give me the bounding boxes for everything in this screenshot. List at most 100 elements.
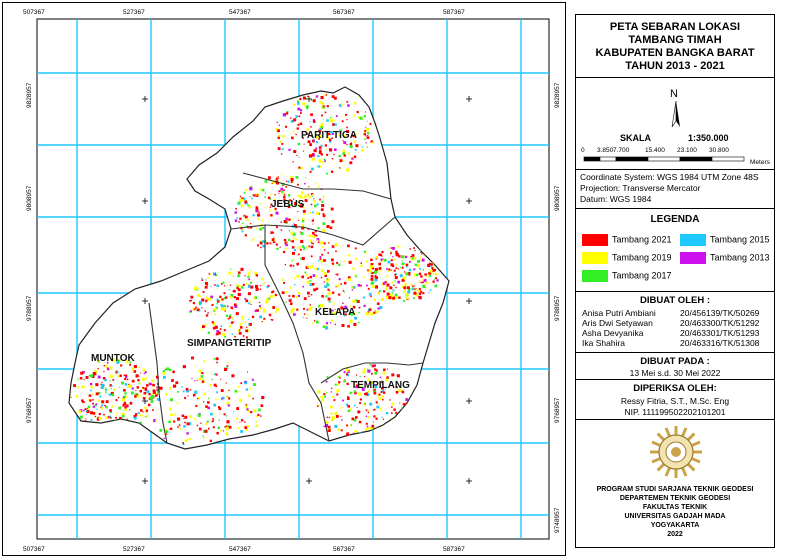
mine-pixel (408, 260, 411, 263)
mine-pixel (346, 382, 349, 385)
mine-pixel (170, 413, 173, 416)
mine-pixel (285, 217, 288, 221)
mine-pixel (121, 381, 124, 385)
checked-by-title: DIPERIKSA OLEH: (633, 383, 717, 394)
mine-pixel (83, 409, 85, 412)
mine-pixel (197, 302, 199, 304)
mine-pixel (353, 390, 356, 393)
mine-pixel (385, 286, 388, 289)
map-canvas[interactable]: PARIT TIGA JEBUS KELAPA SIMPANGTERITIP M… (3, 3, 567, 557)
mine-pixel (312, 211, 314, 214)
tick-label: 527367 (123, 546, 145, 553)
mine-pixel (244, 234, 247, 237)
mine-pixel (300, 239, 304, 243)
mine-pixel (81, 399, 84, 402)
mine-pixel (420, 251, 422, 253)
mine-pixel (157, 393, 158, 395)
mine-pixel (346, 424, 348, 427)
mine-pixel (327, 132, 331, 136)
mine-pixel (208, 397, 210, 400)
mine-pixel (297, 253, 300, 256)
mine-pixel (292, 218, 294, 220)
mine-pixel (213, 383, 217, 387)
mine-pixel (333, 96, 337, 100)
tick-label: 507367 (23, 546, 45, 553)
mine-pixel (297, 102, 300, 105)
mine-pixel (342, 152, 346, 155)
mine-pixel (262, 240, 265, 243)
mine-pixel (183, 418, 185, 420)
mine-pixel (416, 273, 419, 276)
mine-pixel (365, 142, 367, 144)
mine-pixel (256, 309, 259, 312)
mine-pixel (413, 268, 416, 271)
mine-pixel (234, 211, 237, 214)
mine-pixel (310, 126, 312, 128)
map-frame[interactable]: PARIT TIGA JEBUS KELAPA SIMPANGTERITIP M… (2, 2, 566, 556)
mine-pixel (346, 403, 349, 406)
mine-pixel (420, 275, 423, 278)
mine-pixel (390, 417, 392, 419)
mine-pixel (282, 113, 286, 117)
mine-pixel (95, 403, 98, 406)
mine-pixel (397, 268, 399, 270)
mine-pixel (231, 333, 234, 336)
mine-pixel (310, 99, 313, 101)
mine-pixel (105, 400, 109, 403)
mine-pixel (323, 272, 327, 275)
mine-pixel (257, 217, 260, 220)
mine-pixel (343, 291, 345, 293)
mine-pixel (174, 413, 177, 416)
mine-pixel (377, 393, 380, 397)
mine-pixel (235, 208, 237, 210)
mine-pixel (320, 259, 324, 263)
mine-pixel (244, 380, 247, 383)
mine-pixel (275, 243, 278, 246)
mine-pixel (77, 386, 80, 389)
mine-pixel (401, 390, 405, 394)
mine-pixel (352, 267, 355, 270)
mine-pixel (226, 401, 230, 405)
mine-pixel (383, 391, 386, 394)
mine-pixel (258, 211, 260, 213)
mine-pixel (294, 248, 296, 251)
mine-pixel (172, 384, 177, 388)
mine-pixel (247, 272, 251, 276)
mine-pixel (152, 383, 155, 387)
mine-pixel (331, 95, 335, 98)
mine-pixel (267, 196, 271, 200)
mine-pixel (199, 303, 202, 306)
mine-pixel (197, 294, 200, 297)
boundary-kelapa-tempilang (320, 362, 424, 384)
mine-pixel (416, 264, 420, 268)
mine-pixel (165, 393, 168, 396)
region-label: TEMPILANG (351, 380, 410, 391)
title-line: KABUPATEN BANGKA BARAT (595, 47, 755, 59)
mine-pixel (311, 153, 315, 156)
mine-pixel (204, 310, 207, 312)
mine-pixel (276, 179, 279, 182)
mine-pixel (309, 304, 311, 306)
mine-pixel (378, 262, 381, 266)
mine-pixel (375, 369, 378, 372)
mine-pixel (308, 186, 310, 188)
mine-pixel (394, 280, 396, 282)
tick-label: 9828957 (554, 82, 561, 108)
mine-pixel (367, 369, 371, 373)
mine-pixel (334, 243, 338, 247)
mine-pixel (239, 421, 241, 423)
mine-pixel (212, 417, 214, 420)
mine-pixel (281, 143, 284, 145)
mine-pixel (300, 191, 304, 195)
mine-pixel (277, 176, 279, 178)
mine-pixel (214, 325, 218, 329)
mine-pixel (293, 198, 295, 200)
mine-pixel (223, 285, 226, 287)
mine-pixel (428, 292, 430, 294)
mine-pixel (313, 149, 317, 153)
mine-pixel (162, 370, 165, 373)
mine-pixel (408, 268, 412, 272)
mine-pixel (285, 125, 288, 128)
mine-pixel (285, 291, 288, 294)
mine-pixel (319, 100, 322, 104)
